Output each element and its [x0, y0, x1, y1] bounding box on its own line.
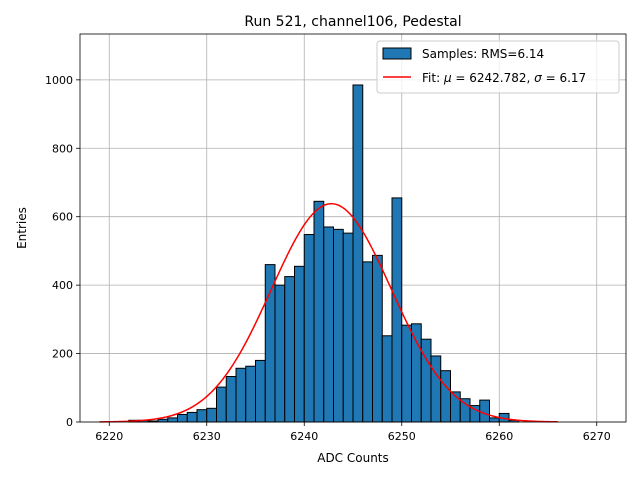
histogram-bar: [177, 413, 188, 423]
histogram-bar: [294, 265, 305, 423]
x-axis-ticks: 6220 6230 6240 6250 6260 6270: [95, 422, 611, 443]
histogram-bar: [381, 335, 393, 423]
y-tick-label: 400: [52, 279, 73, 292]
histogram-bars: [128, 84, 520, 423]
histogram-bar: [323, 226, 334, 423]
histogram-bar: [411, 323, 422, 423]
histogram-bar: [167, 417, 178, 423]
legend-histogram-swatch: [382, 47, 412, 60]
histogram-bar: [196, 409, 208, 423]
histogram-bar: [440, 370, 451, 423]
legend: Samples: RMS=6.14 Fit: μ = 6242.782, σ =…: [376, 40, 620, 94]
x-tick-label: 6220: [95, 430, 123, 443]
x-tick-label: 6270: [583, 430, 611, 443]
x-tick-label: 6260: [485, 430, 513, 443]
legend-fit-sigma-value: = 6.17: [542, 71, 586, 85]
legend-fit-label: Fit: μ = 6242.782, σ = 6.17: [422, 71, 586, 85]
legend-box: [376, 40, 620, 94]
histogram-bar: [333, 228, 344, 423]
histogram-bar: [255, 359, 266, 423]
histogram-bar: [372, 254, 383, 423]
histogram-bar: [303, 234, 315, 423]
histogram-bar: [186, 411, 198, 423]
histogram-bar: [459, 398, 471, 423]
histogram-bar: [274, 284, 286, 423]
histogram-bar: [245, 365, 256, 423]
plot-frame: [79, 33, 627, 423]
histogram-bar: [235, 367, 247, 423]
histogram-bar: [342, 232, 354, 423]
histogram-bar: [313, 200, 325, 423]
histogram-bar: [264, 264, 276, 423]
y-axis-label: Entries: [15, 207, 29, 249]
histogram-bar: [401, 324, 412, 423]
y-tick-label: 800: [52, 142, 73, 155]
x-tick-label: 6230: [193, 430, 221, 443]
x-tick-label: 6250: [388, 430, 416, 443]
histogram-bar: [362, 261, 373, 423]
legend-fit-prefix: Fit:: [422, 71, 444, 85]
y-tick-label: 200: [52, 348, 73, 361]
y-tick-label: 1000: [45, 74, 73, 87]
legend-fit-mu-symbol: μ: [443, 71, 452, 85]
chart-title: Run 521, channel106, Pedestal: [244, 14, 461, 30]
fit-curve: [99, 202, 558, 423]
histogram-bar: [489, 417, 500, 423]
histogram-bar: [284, 276, 295, 423]
y-tick-label: 0: [66, 416, 73, 429]
y-tick-label: 600: [52, 211, 73, 224]
legend-fit-sigma-symbol: σ: [534, 71, 542, 85]
y-axis-ticks: 0 200 400 600 800 1000: [45, 74, 80, 429]
histogram-bar: [352, 84, 364, 423]
legend-histogram-label: Samples: RMS=6.14: [422, 47, 544, 61]
x-axis-label: ADC Counts: [317, 451, 389, 465]
histogram-bar: [206, 407, 217, 423]
histogram-bar: [225, 375, 237, 423]
histogram-bar: [216, 386, 227, 423]
x-tick-label: 6240: [290, 430, 318, 443]
histogram-bar: [479, 399, 490, 423]
histogram-bar: [157, 418, 169, 423]
legend-fit-mu-value: = 6242.782,: [452, 71, 535, 85]
histogram-bar: [430, 355, 442, 423]
